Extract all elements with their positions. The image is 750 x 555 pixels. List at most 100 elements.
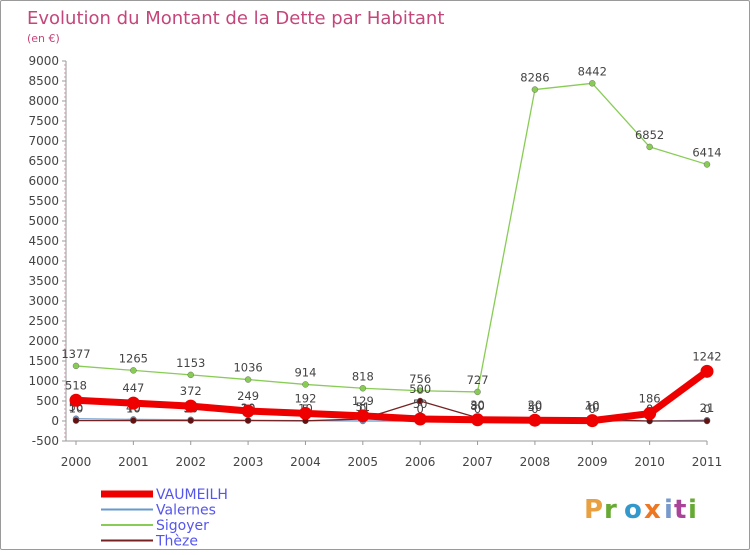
y-tick-label: 1000	[28, 374, 59, 388]
logo-letter: P	[584, 495, 603, 525]
y-tick-label: 8000	[28, 94, 59, 108]
data-point	[72, 417, 80, 424]
logo-letter: o	[624, 495, 642, 525]
data-point	[646, 143, 653, 151]
data-label: 1377	[61, 347, 90, 361]
data-label: 0	[531, 402, 538, 416]
y-tick-label: 0	[51, 414, 59, 428]
data-label: 0	[589, 402, 596, 416]
data-point	[703, 161, 711, 168]
logo-letter: t	[674, 495, 686, 525]
logo-letter: x	[644, 495, 661, 525]
x-tick-label: 2006	[405, 455, 436, 469]
y-tick-label: 2000	[28, 334, 59, 348]
y-tick-label: 6000	[28, 174, 59, 188]
data-point	[531, 86, 539, 93]
y-tick-label: 6500	[28, 154, 59, 168]
data-point	[184, 399, 198, 413]
series-line-vaumeilh	[72, 367, 711, 425]
data-point	[72, 362, 80, 370]
x-tick-label: 2005	[348, 455, 379, 469]
y-tick-label: 4000	[28, 254, 59, 268]
logo-letter: i	[664, 495, 673, 525]
x-tick-label: 2007	[462, 455, 493, 469]
y-tick-label: 9000	[28, 54, 59, 68]
y-tick-label: 7500	[28, 114, 59, 128]
legend-label: Sigoyer	[156, 518, 209, 534]
data-label: 20	[528, 398, 543, 412]
data-label: 10	[585, 399, 600, 413]
chart-subtitle: (en €)	[27, 32, 60, 45]
logo-letter: r	[604, 495, 617, 525]
x-tick-label: 2011	[692, 455, 723, 469]
legend-label: Thèze	[155, 534, 198, 550]
data-label: 818	[352, 369, 374, 383]
data-label: 51	[355, 400, 370, 414]
x-tick-label: 2002	[175, 455, 206, 469]
data-point	[244, 417, 252, 424]
y-tick-label: 3000	[28, 294, 59, 308]
x-tick-label: 2000	[61, 455, 92, 469]
data-point	[244, 376, 252, 383]
x-tick-label: 2009	[577, 455, 608, 469]
data-label: 0	[474, 402, 481, 416]
x-tick-label: 2008	[520, 455, 551, 469]
data-point	[416, 397, 424, 405]
x-tick-label: 2010	[634, 455, 665, 469]
legend-label: Valernes	[156, 503, 216, 519]
y-tick-label: -500	[32, 434, 59, 448]
data-point	[474, 388, 481, 396]
y-tick-label: 5000	[28, 214, 59, 228]
data-point	[302, 381, 309, 388]
series-line-sigoyer	[75, 82, 708, 393]
data-point	[298, 406, 312, 420]
data-label: 50	[528, 400, 543, 414]
data-label: 727	[467, 373, 489, 387]
data-label: 372	[180, 384, 202, 398]
data-label: 447	[122, 381, 144, 395]
data-point	[413, 412, 427, 426]
data-label: 21	[700, 401, 715, 415]
y-tick-label: 500	[36, 394, 59, 408]
data-point	[130, 367, 137, 374]
data-label: 8286	[520, 71, 549, 85]
y-tick-label: 2500	[28, 314, 59, 328]
data-label: 249	[237, 389, 259, 403]
data-point	[69, 393, 83, 407]
data-point	[643, 407, 657, 421]
legend-label: VAUMEILH	[156, 487, 228, 503]
data-label: 6852	[635, 128, 664, 142]
y-tick-label: 7000	[28, 134, 59, 148]
data-point	[589, 80, 596, 87]
data-label: 50	[413, 397, 428, 411]
data-point	[585, 414, 599, 428]
data-point	[187, 371, 194, 379]
data-label: 6414	[692, 145, 721, 159]
data-label: 80	[470, 399, 485, 413]
data-point	[359, 385, 367, 392]
data-label: 1036	[233, 361, 262, 375]
data-label: 129	[352, 394, 374, 408]
data-label: 914	[294, 365, 316, 379]
data-label: 186	[639, 392, 661, 406]
data-point	[187, 417, 194, 424]
data-label: 192	[294, 391, 316, 405]
data-label: 30	[470, 398, 485, 412]
x-tick-label: 2003	[233, 455, 264, 469]
logo-letter: i	[688, 495, 697, 525]
data-point	[126, 396, 140, 410]
data-point	[700, 364, 714, 378]
data-label: 8442	[578, 64, 607, 78]
data-label: 500	[409, 382, 431, 396]
chart-title: Evolution du Montant de la Dette par Hab…	[27, 8, 444, 29]
data-point	[471, 413, 485, 427]
x-tick-label: 2004	[290, 455, 321, 469]
data-label: 756	[409, 372, 431, 386]
data-point	[130, 417, 137, 424]
y-tick-label: 1500	[28, 354, 59, 368]
data-point	[356, 409, 370, 423]
data-point	[241, 404, 255, 418]
